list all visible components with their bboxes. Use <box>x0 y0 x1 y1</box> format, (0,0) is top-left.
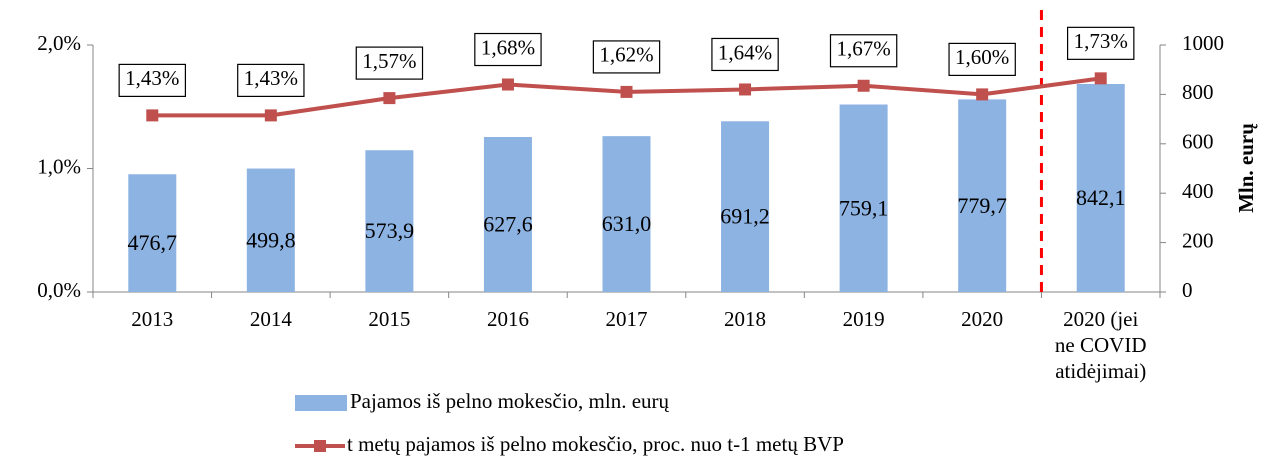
y2-tick-label: 0 <box>1182 278 1193 302</box>
bar <box>365 150 414 292</box>
line-marker <box>620 85 633 98</box>
x-tick-label: 2013 <box>131 307 174 331</box>
legend-label: t metų pajamos iš pelno mokesčio, proc. … <box>347 432 844 456</box>
label-box <box>829 34 898 68</box>
line-value-label: 1,64% <box>718 40 772 64</box>
x-tick-label: 2014 <box>249 307 292 331</box>
label-box <box>355 46 424 80</box>
line-value-label: 1,73% <box>1074 29 1128 53</box>
line-value-label: 1,62% <box>599 43 653 67</box>
bar <box>1076 84 1125 292</box>
label-box <box>592 40 661 74</box>
bar <box>602 136 651 292</box>
y2-axis-title: Mln. eurų <box>1234 123 1258 213</box>
line-marker <box>1094 72 1107 85</box>
x-tick-label: 2017 <box>605 307 648 331</box>
bar <box>246 168 295 292</box>
bar <box>958 99 1007 293</box>
bar <box>128 174 177 292</box>
x-tick-label: 2020 <box>961 307 1004 331</box>
line-marker <box>146 109 159 122</box>
bar-value-label: 759,1 <box>839 195 889 220</box>
y2-tick-label: 1000 <box>1182 31 1224 55</box>
bar <box>483 136 532 292</box>
bar-value-label: 691,2 <box>720 204 770 229</box>
line-value-label: 1,43% <box>244 66 298 90</box>
bar-value-label: 573,9 <box>365 218 415 243</box>
x-tick-label: 2016 <box>486 307 529 331</box>
line-marker <box>739 83 752 96</box>
bar <box>721 121 770 293</box>
x-tick-label: 2018 <box>724 307 767 331</box>
line-marker <box>857 79 870 92</box>
line-marker <box>976 88 989 101</box>
legend-swatch <box>295 395 347 411</box>
line-marker <box>264 109 277 122</box>
bar-value-label: 499,8 <box>246 227 296 252</box>
y-tick-label: 1,0% <box>37 154 81 178</box>
bar-value-label: 627,6 <box>483 212 533 237</box>
y2-tick-label: 600 <box>1182 130 1214 154</box>
y2-tick-label: 200 <box>1182 228 1214 252</box>
line-value-label: 1,57% <box>362 49 416 73</box>
line-marker <box>501 78 514 91</box>
legend-marker <box>314 440 326 452</box>
x-tick-label: 2020 (jei ne COVID atidėjimai) <box>1054 307 1147 383</box>
y-tick-label: 0,0% <box>37 278 81 302</box>
label-box <box>237 63 305 97</box>
label-box <box>711 37 779 72</box>
line-value-label: 1,43% <box>125 66 179 90</box>
bar-value-label: 631,0 <box>602 211 652 236</box>
x-tick-label: 2015 <box>368 307 411 331</box>
label-box <box>1066 26 1135 60</box>
y2-tick-label: 400 <box>1182 179 1214 203</box>
bar-value-label: 779,7 <box>957 193 1007 218</box>
bar-value-label: 476,7 <box>128 230 178 255</box>
bar-value-label: 842,1 <box>1076 185 1126 210</box>
y-tick-label: 2,0% <box>37 31 81 55</box>
x-tick-label: 2019 <box>842 307 885 331</box>
label-box <box>118 63 187 97</box>
label-box <box>474 32 542 67</box>
line-marker <box>383 92 396 105</box>
line-value-label: 1,67% <box>836 37 890 61</box>
y2-tick-label: 800 <box>1182 80 1214 104</box>
line-value-label: 1,60% <box>955 45 1009 69</box>
line-value-label: 1,68% <box>481 35 535 59</box>
bar <box>839 104 888 293</box>
legend-label: Pajamos iš pelno mokesčio, mln. eurų <box>350 389 670 413</box>
label-box <box>948 42 1016 77</box>
